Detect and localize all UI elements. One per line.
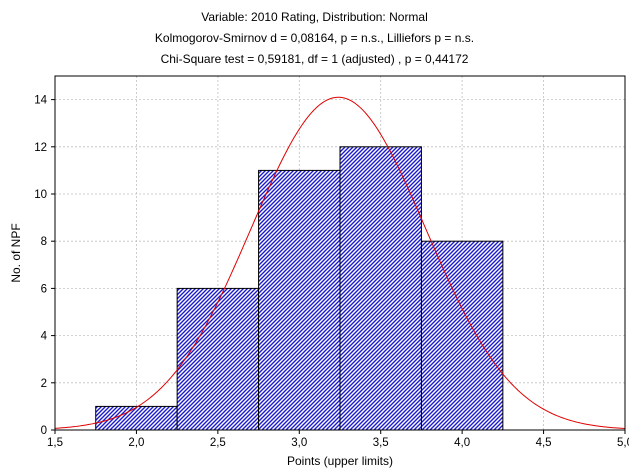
y-axis-label: No. of NPF <box>9 223 23 282</box>
x-axis-label: Points (upper limits) <box>287 454 393 468</box>
chart-title-line-2: Kolmogorov-Smirnov d = 0,08164, p = n.s.… <box>154 31 475 45</box>
histogram-bar-5 <box>420 240 504 431</box>
x-tick-label: 4,0 <box>454 437 470 449</box>
y-tick-label: 12 <box>34 142 47 154</box>
y-tick-label: 14 <box>34 95 47 107</box>
histogram-bars <box>95 146 504 431</box>
histogram-bar-3 <box>258 169 341 431</box>
x-tick-label: 5,0 <box>617 437 629 449</box>
x-tick-label: 4,5 <box>536 437 552 449</box>
x-tick-label: 1,5 <box>47 437 63 449</box>
normal-fit-curve-group <box>54 96 626 430</box>
x-tick-label: 3,5 <box>373 437 389 449</box>
histogram-bar-4 <box>339 146 422 431</box>
x-axis-ticks: 1,5 2,0 2,5 3,0 3,5 4,0 4,5 5,0 <box>47 430 629 449</box>
x-tick-label: 2,0 <box>128 437 144 449</box>
y-tick-label: 6 <box>41 283 47 295</box>
normal-fit-curve <box>54 96 626 430</box>
histogram-bar-2 <box>176 287 260 431</box>
y-tick-label: 0 <box>41 425 47 437</box>
histogram-bar-1 <box>95 405 178 431</box>
y-tick-label: 8 <box>41 236 47 248</box>
chart-title-line-1: Variable: 2010 Rating, Distribution: Nor… <box>201 10 428 24</box>
plot-frame <box>54 75 626 431</box>
x-tick-label: 3,0 <box>291 437 307 449</box>
y-tick-label: 4 <box>41 331 48 343</box>
chart-title-line-3: Chi-Square test = 0,59181, df = 1 (adjus… <box>160 52 469 66</box>
y-tick-label: 2 <box>41 378 47 390</box>
x-tick-label: 2,5 <box>210 437 226 449</box>
y-axis-ticks: 0 2 4 6 8 10 12 14 <box>34 95 55 437</box>
y-tick-label: 10 <box>34 189 47 201</box>
